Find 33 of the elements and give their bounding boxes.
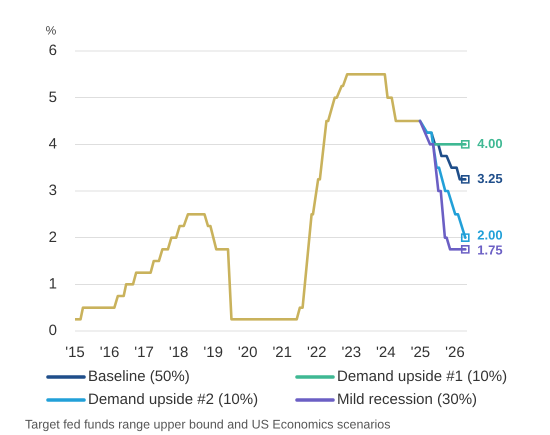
x-tick-label: '18 [168,344,188,362]
x-tick-label: '17 [134,344,154,362]
y-tick-label: 4 [48,135,57,152]
x-tick-label: '15 [65,344,85,362]
y-tick-label: 3 [48,182,57,200]
x-tick-label: '22 [306,344,327,362]
x-tick-label: '20 [238,344,258,362]
data-label: 2.00 [477,228,503,243]
legend-label: Demand upside #1 (10%) [337,368,508,386]
data-label: 4.00 [477,136,503,151]
data-label: 3.25 [477,170,503,186]
x-tick-label: '26 [445,344,465,362]
data-label: 1.75 [477,242,503,258]
legend-label: Demand upside #2 (10%) [88,391,258,408]
y-tick-label: 2 [48,228,57,246]
y-tick-label: 0 [48,322,57,340]
y-axis-title: % [46,23,57,38]
y-tick-label: 5 [48,88,57,106]
y-tick-label: 1 [48,275,57,292]
x-tick-label: '23 [342,344,362,362]
x-tick-label: '25 [410,344,430,362]
legend-label: Mild recession (30%) [337,391,478,408]
x-tick-label: '24 [376,344,396,362]
text: Target fed funds range upper bound and US Economics scenarios [25,417,391,432]
x-tick-label: '16 [100,344,120,362]
legend-label: Baseline (50%) [88,368,190,386]
point [460,140,470,149]
x-tick-label: '21 [272,344,292,362]
point [460,175,470,184]
y-tick-label: 6 [48,42,57,60]
point [460,245,470,254]
point [460,233,470,242]
x-tick-label: '19 [203,344,223,362]
